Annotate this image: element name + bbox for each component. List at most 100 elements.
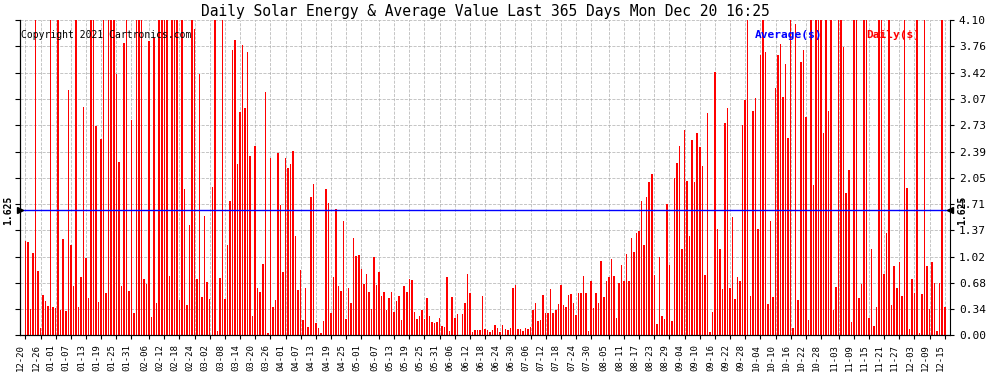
Bar <box>264 92 266 335</box>
Bar <box>214 20 216 335</box>
Bar <box>878 20 880 335</box>
Bar <box>494 326 496 335</box>
Bar <box>919 333 921 335</box>
Bar <box>906 188 908 335</box>
Bar <box>427 297 428 335</box>
Bar <box>613 276 615 335</box>
Bar <box>848 170 849 335</box>
Bar <box>437 322 438 335</box>
Bar <box>557 304 559 335</box>
Bar <box>477 330 478 335</box>
Bar <box>944 306 945 335</box>
Bar <box>176 20 177 335</box>
Bar <box>72 286 74 335</box>
Bar <box>444 327 446 335</box>
Bar <box>469 293 470 335</box>
Bar <box>88 298 89 335</box>
Bar <box>30 309 31 335</box>
Bar <box>285 158 286 335</box>
Bar <box>780 44 781 335</box>
Bar <box>272 307 273 335</box>
Bar <box>505 328 506 335</box>
Bar <box>383 292 385 335</box>
Bar <box>302 320 304 335</box>
Bar <box>929 309 931 335</box>
Bar <box>134 313 135 335</box>
Bar <box>782 98 784 335</box>
Bar <box>237 164 239 335</box>
Bar <box>451 297 453 335</box>
Bar <box>48 306 49 335</box>
Bar <box>694 182 695 335</box>
Bar <box>207 282 208 335</box>
Bar <box>398 296 400 335</box>
Bar <box>245 108 246 335</box>
Bar <box>141 20 143 335</box>
Bar <box>305 288 307 335</box>
Bar <box>735 298 736 335</box>
Bar <box>50 20 51 335</box>
Bar <box>684 130 685 335</box>
Bar <box>749 296 751 335</box>
Bar <box>196 279 198 335</box>
Bar <box>98 302 99 335</box>
Bar <box>421 310 423 335</box>
Bar <box>626 254 628 335</box>
Bar <box>338 286 340 335</box>
Bar <box>310 197 312 335</box>
Bar <box>544 313 546 335</box>
Bar <box>937 330 938 335</box>
Bar <box>136 20 138 335</box>
Bar <box>128 291 130 335</box>
Bar <box>740 281 741 335</box>
Bar <box>722 289 724 335</box>
Bar <box>454 318 455 335</box>
Bar <box>707 113 708 335</box>
Bar <box>845 193 847 335</box>
Bar <box>593 308 594 335</box>
Bar <box>661 316 662 335</box>
Bar <box>648 182 650 335</box>
Bar <box>80 276 82 335</box>
Bar <box>156 303 157 335</box>
Bar <box>232 50 234 335</box>
Bar <box>393 312 395 335</box>
Bar <box>547 313 549 335</box>
Bar <box>608 277 610 335</box>
Bar <box>629 281 630 335</box>
Bar <box>77 307 79 335</box>
Bar <box>747 20 748 335</box>
Bar <box>712 312 713 335</box>
Bar <box>689 236 690 335</box>
Bar <box>841 20 842 335</box>
Bar <box>575 315 577 335</box>
Bar <box>100 139 102 335</box>
Bar <box>909 329 910 335</box>
Bar <box>479 330 481 335</box>
Bar <box>222 20 223 335</box>
Bar <box>320 333 322 335</box>
Bar <box>148 41 149 335</box>
Bar <box>386 310 387 335</box>
Bar <box>429 315 431 335</box>
Bar <box>823 133 825 335</box>
Bar <box>40 328 42 335</box>
Bar <box>714 72 716 335</box>
Bar <box>204 216 206 335</box>
Bar <box>785 64 786 335</box>
Bar <box>798 300 799 335</box>
Bar <box>358 255 359 335</box>
Bar <box>93 20 94 335</box>
Bar <box>621 266 622 335</box>
Bar <box>212 188 213 335</box>
Bar <box>365 274 367 335</box>
Bar <box>247 52 248 335</box>
Bar <box>409 279 410 335</box>
Bar <box>639 231 640 335</box>
Bar <box>199 74 200 335</box>
Bar <box>679 146 680 335</box>
Bar <box>274 300 276 335</box>
Bar <box>676 163 678 335</box>
Bar <box>363 284 364 335</box>
Bar <box>461 314 463 335</box>
